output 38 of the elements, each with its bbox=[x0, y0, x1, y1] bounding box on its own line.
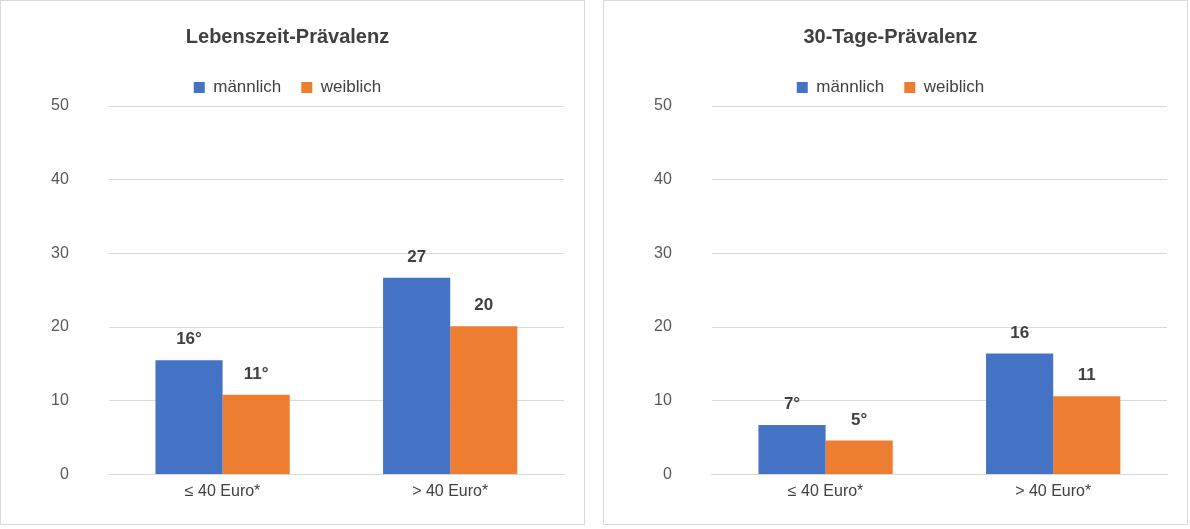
x-tick-label: > 40 Euro* bbox=[412, 482, 489, 500]
data-label: 27 bbox=[407, 246, 427, 266]
y-tick-label: 50 bbox=[654, 96, 672, 114]
chart-title: Lebenszeit-Prävalenz bbox=[185, 24, 390, 47]
y-tick-label: 30 bbox=[654, 243, 672, 261]
y-tick-label: 20 bbox=[51, 317, 69, 335]
data-label: 11 bbox=[1077, 365, 1096, 385]
data-label: 11° bbox=[243, 364, 269, 384]
data-label: 16 bbox=[1010, 322, 1030, 342]
legend-label: männlich bbox=[816, 77, 885, 97]
data-label: 20 bbox=[474, 295, 494, 315]
legend-label: weiblich bbox=[319, 77, 382, 97]
y-tick-label: 40 bbox=[51, 170, 69, 188]
y-tick-label: 20 bbox=[654, 317, 672, 335]
x-tick-label: ≤ 40 Euro* bbox=[787, 482, 864, 500]
y-tick-label: 10 bbox=[654, 391, 672, 409]
y-tick-label: 0 bbox=[59, 464, 69, 482]
legend-label: weiblich bbox=[922, 77, 985, 97]
bar bbox=[825, 440, 893, 474]
legend-label: männlich bbox=[213, 77, 282, 97]
y-tick-label: 10 bbox=[51, 391, 69, 409]
x-tick-label: > 40 Euro* bbox=[1015, 482, 1092, 500]
y-tick-label: 40 bbox=[654, 170, 672, 188]
y-tick-label: 0 bbox=[662, 464, 672, 482]
data-label: 7° bbox=[783, 394, 801, 414]
bar bbox=[155, 360, 223, 474]
y-tick-label: 30 bbox=[51, 243, 69, 261]
y-tick-label: 50 bbox=[51, 96, 69, 114]
bar bbox=[1053, 396, 1121, 474]
bar bbox=[986, 353, 1054, 474]
bar bbox=[383, 277, 451, 474]
x-tick-label: ≤ 40 Euro* bbox=[184, 482, 261, 500]
bar bbox=[450, 326, 518, 474]
data-label: 5° bbox=[851, 409, 868, 429]
bar bbox=[758, 425, 826, 474]
bar bbox=[222, 394, 290, 474]
data-label: 16° bbox=[176, 329, 203, 349]
chart-title: 30-Tage-Prävalenz bbox=[803, 24, 978, 47]
